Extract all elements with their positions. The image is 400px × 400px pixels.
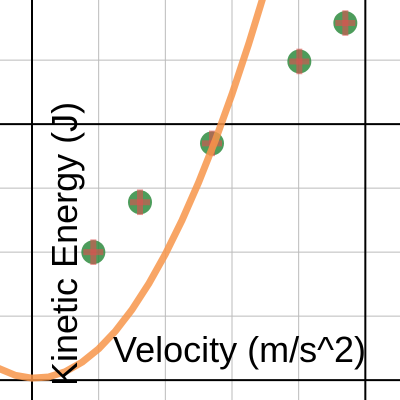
fit-curve [0,0,266,382]
x-axis-label: Velocity (m/s^2) [113,329,366,370]
plot [0,0,358,382]
y-axis-label: Kinetic Energy (J) [44,102,85,386]
